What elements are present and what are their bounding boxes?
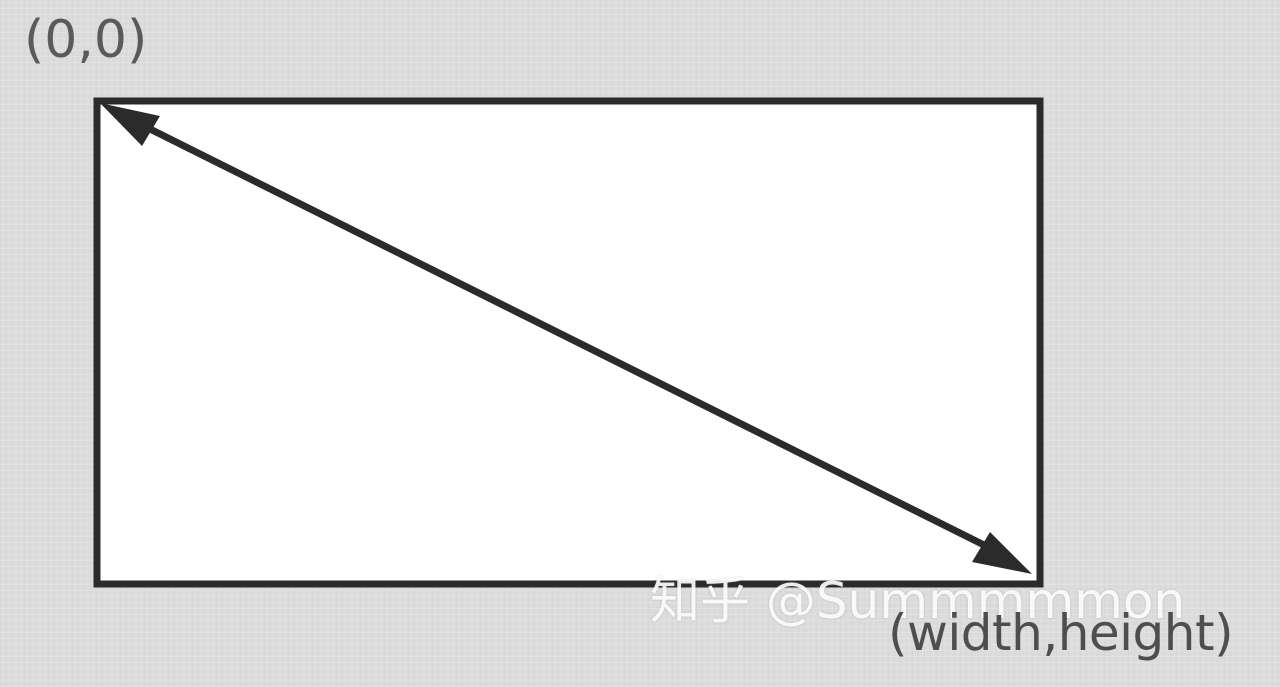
corner-label: (width,height) xyxy=(888,604,1234,662)
watermark: 知乎 @Summmmmon xyxy=(650,572,1186,630)
origin-label: (0,0) xyxy=(24,10,148,70)
diagonal-line xyxy=(140,121,994,553)
arrowhead-start-icon xyxy=(100,103,160,146)
arrowhead-end-icon xyxy=(972,532,1032,574)
